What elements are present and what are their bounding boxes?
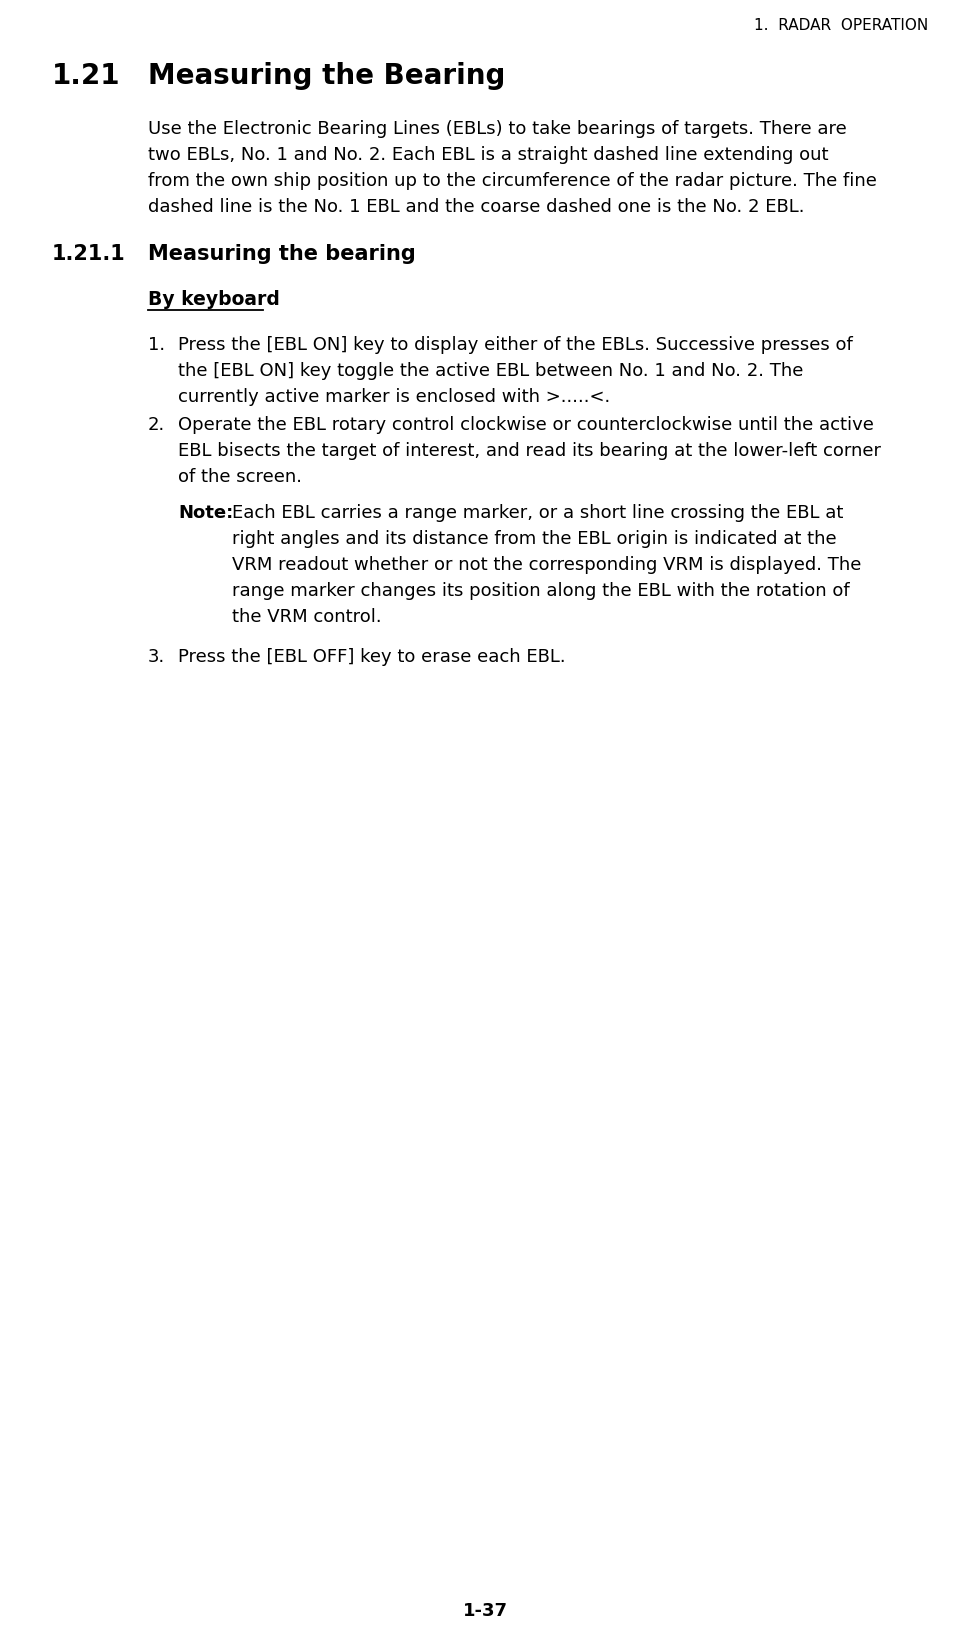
Text: the [EBL ON] key toggle the active EBL between No. 1 and No. 2. The: the [EBL ON] key toggle the active EBL b… <box>178 362 802 380</box>
Text: Use the Electronic Bearing Lines (EBLs) to take bearings of targets. There are: Use the Electronic Bearing Lines (EBLs) … <box>148 121 846 139</box>
Text: from the own ship position up to the circumference of the radar picture. The fin: from the own ship position up to the cir… <box>148 171 876 189</box>
Text: EBL bisects the target of interest, and read its bearing at the lower-left corne: EBL bisects the target of interest, and … <box>178 442 880 460</box>
Text: of the screen.: of the screen. <box>178 468 301 486</box>
Text: Measuring the Bearing: Measuring the Bearing <box>148 62 505 90</box>
Text: Press the [EBL OFF] key to erase each EBL.: Press the [EBL OFF] key to erase each EB… <box>178 648 565 666</box>
Text: right angles and its distance from the EBL origin is indicated at the: right angles and its distance from the E… <box>232 530 835 548</box>
Text: 1.21.1: 1.21.1 <box>52 245 126 264</box>
Text: two EBLs, No. 1 and No. 2. Each EBL is a straight dashed line extending out: two EBLs, No. 1 and No. 2. Each EBL is a… <box>148 145 828 163</box>
Text: the VRM control.: the VRM control. <box>232 609 381 627</box>
Text: 2.: 2. <box>148 416 165 434</box>
Text: range marker changes its position along the EBL with the rotation of: range marker changes its position along … <box>232 583 849 601</box>
Text: 1.  RADAR  OPERATION: 1. RADAR OPERATION <box>753 18 927 33</box>
Text: 3.: 3. <box>148 648 165 666</box>
Text: Press the [EBL ON] key to display either of the EBLs. Successive presses of: Press the [EBL ON] key to display either… <box>178 336 852 354</box>
Text: VRM readout whether or not the corresponding VRM is displayed. The: VRM readout whether or not the correspon… <box>232 557 860 574</box>
Text: 1.21: 1.21 <box>52 62 120 90</box>
Text: Measuring the bearing: Measuring the bearing <box>148 245 416 264</box>
Text: Operate the EBL rotary control clockwise or counterclockwise until the active: Operate the EBL rotary control clockwise… <box>178 416 873 434</box>
Text: 1.: 1. <box>148 336 165 354</box>
Text: Each EBL carries a range marker, or a short line crossing the EBL at: Each EBL carries a range marker, or a sh… <box>232 504 842 522</box>
Text: dashed line is the No. 1 EBL and the coarse dashed one is the No. 2 EBL.: dashed line is the No. 1 EBL and the coa… <box>148 197 803 215</box>
Text: By keyboard: By keyboard <box>148 290 280 308</box>
Text: 1-37: 1-37 <box>462 1603 507 1621</box>
Text: currently active marker is enclosed with >.....<.: currently active marker is enclosed with… <box>178 388 610 406</box>
Text: Note:: Note: <box>178 504 233 522</box>
